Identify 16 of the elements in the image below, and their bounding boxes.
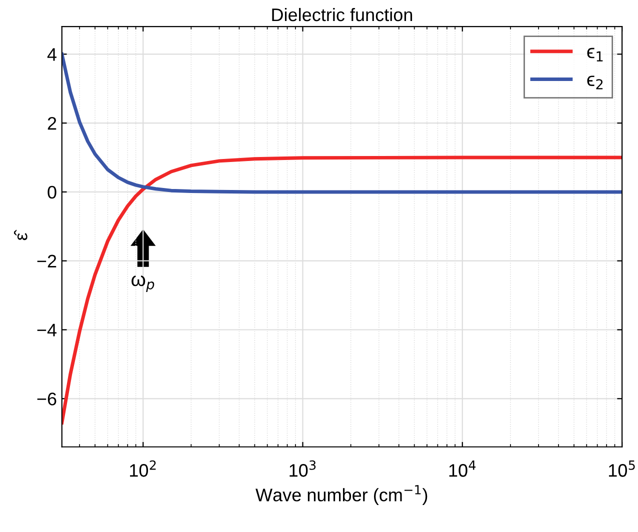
x-tick-label: 10$^{5}$: [608, 460, 635, 477]
x-tick-label: 10$^{4}$: [449, 460, 476, 477]
legend-label: ϵ$_{1}$: [587, 48, 603, 62]
y-tick-label: 0: [48, 186, 56, 199]
legend-label: ϵ$_{2}$: [587, 76, 603, 90]
y-tick-label: −6: [37, 392, 56, 406]
y-tick-label: −4: [37, 324, 56, 336]
y-axis-title: ε̂: [14, 230, 28, 240]
x-tick-label: 10$^{3}$: [290, 460, 316, 477]
y-tick-label: 4: [47, 48, 56, 61]
y-tick-label: −2: [37, 254, 56, 268]
annotation: ω$_{p}$: [132, 276, 154, 292]
chart-title: Dielectric function: [272, 8, 412, 22]
y-tick-label: 2: [48, 116, 56, 130]
x-axis-title: Wave number (cm$^{−1}$): [256, 485, 428, 505]
x-tick-label: 10$^{2}$: [130, 460, 156, 477]
